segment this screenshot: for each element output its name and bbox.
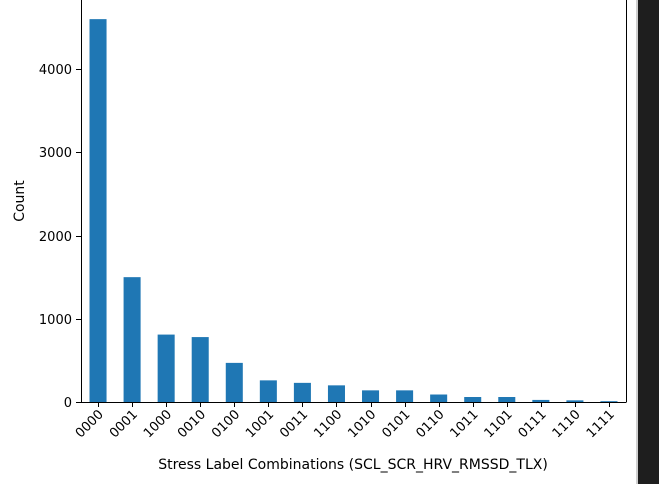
x-tick-label: 0001 xyxy=(107,407,141,441)
x-tick-label: 0010 xyxy=(175,407,209,441)
bar-1101 xyxy=(498,397,516,402)
bar-1010 xyxy=(362,390,380,402)
x-tick-label: 1100 xyxy=(311,407,345,441)
x-tick-label: 1000 xyxy=(141,407,175,441)
bar-0111 xyxy=(532,399,550,402)
bar-0110 xyxy=(430,394,448,402)
x-tick-label: 0101 xyxy=(379,407,413,441)
x-tick-label: 1010 xyxy=(345,407,379,441)
x-tick-label: 1110 xyxy=(550,407,584,441)
bar-0010 xyxy=(191,337,209,402)
x-tick-label: 0110 xyxy=(414,407,448,441)
x-tick-label: 0011 xyxy=(277,407,311,441)
y-ticks-layer: 0 1000 2000 3000 4000 xyxy=(39,63,81,411)
bar-0011 xyxy=(293,382,311,402)
bar-1100 xyxy=(327,385,345,402)
bars-layer xyxy=(89,19,618,402)
axes-layer xyxy=(81,0,627,403)
x-tick-label: 1111 xyxy=(584,407,618,441)
bar-1000 xyxy=(157,334,175,402)
window-edge xyxy=(638,0,659,484)
y-tick-label: 3000 xyxy=(39,146,72,161)
x-ticks-layer: 0000 0001 1000 0010 0100 1001 0011 1100 1010 0101… xyxy=(73,402,618,441)
y-tick-label: 1000 xyxy=(39,313,72,328)
x-tick-label: 1011 xyxy=(448,407,482,441)
y-tick-label: 0 xyxy=(64,396,72,411)
window-edge-highlight xyxy=(636,0,638,484)
x-tick-label: 1101 xyxy=(482,407,516,441)
y-tick-label: 2000 xyxy=(39,230,72,245)
bar-1110 xyxy=(566,400,584,402)
bar-0100 xyxy=(225,362,243,402)
bar-1011 xyxy=(464,397,482,402)
bar-1001 xyxy=(259,380,277,402)
bar-0101 xyxy=(396,390,414,402)
x-tick-label: 1001 xyxy=(243,407,277,441)
x-tick-label: 0111 xyxy=(516,407,550,441)
x-tick-label: 0100 xyxy=(209,407,243,441)
y-tick-label: 4000 xyxy=(39,63,72,78)
x-axis-label: Stress Label Combinations (SCL_SCR_HRV_R… xyxy=(158,457,548,473)
x-tick-label: 0000 xyxy=(73,407,107,441)
y-axis-label: Count xyxy=(12,180,28,222)
bar-0001 xyxy=(123,277,141,402)
bar-0000 xyxy=(89,19,107,402)
bar-1111 xyxy=(600,401,618,402)
